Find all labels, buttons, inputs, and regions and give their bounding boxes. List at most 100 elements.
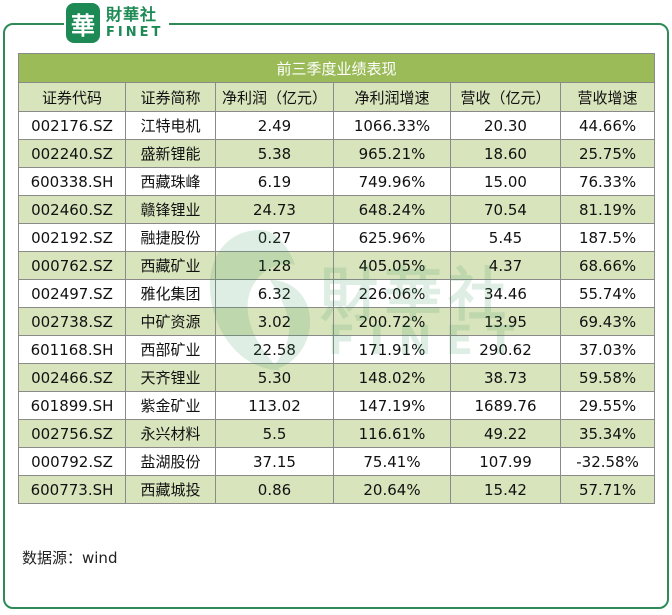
- cell-net-profit-growth: 20.64%: [333, 475, 451, 504]
- cell-revenue-growth: 68.66%: [559, 251, 656, 280]
- cell-net-profit: 2.49: [215, 111, 334, 140]
- table-row: 002756.SZ 永兴材料 5.5 116.61% 49.22 35.34%: [18, 419, 656, 448]
- cell-name: 融捷股份: [125, 223, 216, 252]
- cell-revenue-growth: 57.71%: [559, 475, 656, 504]
- cell-net-profit: 5.38: [215, 139, 334, 168]
- cell-net-profit-growth: 75.41%: [333, 447, 451, 476]
- cell-revenue: 1689.76: [450, 391, 561, 420]
- performance-table: 前三季度业绩表现 证券代码 证券简称 净利润（亿元） 净利润增速 营收（亿元） …: [17, 53, 656, 504]
- table-row: 002240.SZ 盛新锂能 5.38 965.21% 18.60 25.75%: [18, 139, 656, 168]
- cell-code: 000792.SZ: [18, 447, 126, 476]
- cell-code: 002176.SZ: [18, 111, 126, 140]
- table-row: 601899.SH 紫金矿业 113.02 147.19% 1689.76 29.55%: [18, 391, 656, 420]
- cell-net-profit: 24.73: [215, 195, 334, 224]
- cell-name: 江特电机: [125, 111, 216, 140]
- cell-code: 002466.SZ: [18, 363, 126, 392]
- logo-text: 財華社 FINET: [106, 5, 164, 40]
- cell-revenue: 15.00: [450, 167, 561, 196]
- cell-revenue-growth: 187.5%: [559, 223, 656, 252]
- cell-net-profit-growth: 116.61%: [333, 419, 451, 448]
- table-row: 002466.SZ 天齐锂业 5.30 148.02% 38.73 59.58%: [18, 363, 656, 392]
- cell-net-profit-growth: 625.96%: [333, 223, 451, 252]
- cell-revenue-growth: 55.74%: [559, 279, 656, 308]
- header-revenue: 营收（亿元）: [450, 82, 561, 112]
- cell-net-profit: 37.15: [215, 447, 334, 476]
- cell-revenue: 70.54: [450, 195, 561, 224]
- cell-net-profit-growth: 405.05%: [333, 251, 451, 280]
- cell-revenue: 18.60: [450, 139, 561, 168]
- cell-name: 永兴材料: [125, 419, 216, 448]
- cell-revenue-growth: 69.43%: [559, 307, 656, 336]
- cell-revenue: 107.99: [450, 447, 561, 476]
- cell-revenue-growth: -32.58%: [559, 447, 656, 476]
- logo-cn: 財華社: [106, 5, 158, 24]
- cell-revenue: 34.46: [450, 279, 561, 308]
- cell-code: 002240.SZ: [18, 139, 126, 168]
- cell-name: 中矿资源: [125, 307, 216, 336]
- cell-code: 002192.SZ: [18, 223, 126, 252]
- cell-net-profit-growth: 200.72%: [333, 307, 451, 336]
- cell-net-profit: 0.86: [215, 475, 334, 504]
- header-name: 证券简称: [125, 82, 216, 112]
- cell-revenue: 20.30: [450, 111, 561, 140]
- cell-name: 西藏城投: [125, 475, 216, 504]
- cell-name: 西藏珠峰: [125, 167, 216, 196]
- cell-revenue-growth: 81.19%: [559, 195, 656, 224]
- cell-code: 601168.SH: [18, 335, 126, 364]
- cell-revenue-growth: 44.66%: [559, 111, 656, 140]
- header-code: 证券代码: [18, 82, 126, 112]
- cell-revenue: 13.95: [450, 307, 561, 336]
- header-revenue-growth: 营收增速: [559, 82, 656, 112]
- cell-revenue: 15.42: [450, 475, 561, 504]
- cell-name: 盛新锂能: [125, 139, 216, 168]
- cell-net-profit: 0.27: [215, 223, 334, 252]
- table-row: 601168.SH 西部矿业 22.58 171.91% 290.62 37.03%: [18, 335, 656, 364]
- cell-net-profit: 113.02: [215, 391, 334, 420]
- cell-name: 盐湖股份: [125, 447, 216, 476]
- cell-net-profit-growth: 148.02%: [333, 363, 451, 392]
- table-row: 002176.SZ 江特电机 2.49 1066.33% 20.30 44.66%: [18, 111, 656, 140]
- cell-code: 002460.SZ: [18, 195, 126, 224]
- cell-revenue: 38.73: [450, 363, 561, 392]
- cell-name: 西部矿业: [125, 335, 216, 364]
- table-row: 000762.SZ 西藏矿业 1.28 405.05% 4.37 68.66%: [18, 251, 656, 280]
- cell-net-profit-growth: 965.21%: [333, 139, 451, 168]
- cell-net-profit-growth: 171.91%: [333, 335, 451, 364]
- source-note: 数据源：wind: [22, 549, 118, 567]
- cell-net-profit: 22.58: [215, 335, 334, 364]
- cell-code: 002738.SZ: [18, 307, 126, 336]
- cell-code: 000762.SZ: [18, 251, 126, 280]
- cell-net-profit: 5.30: [215, 363, 334, 392]
- cell-net-profit-growth: 147.19%: [333, 391, 451, 420]
- logo-en: FINET: [106, 25, 164, 40]
- table-row: 000792.SZ 盐湖股份 37.15 75.41% 107.99 -32.58%: [18, 447, 656, 476]
- cell-net-profit: 6.19: [215, 167, 334, 196]
- cell-code: 002497.SZ: [18, 279, 126, 308]
- cell-net-profit-growth: 648.24%: [333, 195, 451, 224]
- header-row: 证券代码 证券简称 净利润（亿元） 净利润增速 营收（亿元） 营收增速: [18, 82, 656, 112]
- cell-revenue-growth: 29.55%: [559, 391, 656, 420]
- cell-name: 雅化集团: [125, 279, 216, 308]
- cell-net-profit-growth: 1066.33%: [333, 111, 451, 140]
- cell-revenue-growth: 59.58%: [559, 363, 656, 392]
- cell-code: 601899.SH: [18, 391, 126, 420]
- cell-code: 002756.SZ: [18, 419, 126, 448]
- cell-revenue-growth: 35.34%: [559, 419, 656, 448]
- cell-revenue: 5.45: [450, 223, 561, 252]
- cell-net-profit: 1.28: [215, 251, 334, 280]
- logo-badge-icon: 華: [66, 3, 100, 43]
- cell-name: 赣锋锂业: [125, 195, 216, 224]
- table-row: 002497.SZ 雅化集团 6.32 226.06% 34.46 55.74%: [18, 279, 656, 308]
- table-row: 002460.SZ 赣锋锂业 24.73 648.24% 70.54 81.19%: [18, 195, 656, 224]
- cell-name: 紫金矿业: [125, 391, 216, 420]
- table-body: 002176.SZ 江特电机 2.49 1066.33% 20.30 44.66% 0022…: [18, 111, 656, 504]
- finet-logo: 華 財華社 FINET: [64, 2, 170, 44]
- cell-revenue: 4.37: [450, 251, 561, 280]
- cell-revenue: 290.62: [450, 335, 561, 364]
- header-net-profit-growth: 净利润增速: [333, 82, 451, 112]
- cell-name: 西藏矿业: [125, 251, 216, 280]
- cell-name: 天齐锂业: [125, 363, 216, 392]
- cell-net-profit: 6.32: [215, 279, 334, 308]
- cell-net-profit-growth: 226.06%: [333, 279, 451, 308]
- table-row: 600773.SH 西藏城投 0.86 20.64% 15.42 57.71%: [18, 475, 656, 504]
